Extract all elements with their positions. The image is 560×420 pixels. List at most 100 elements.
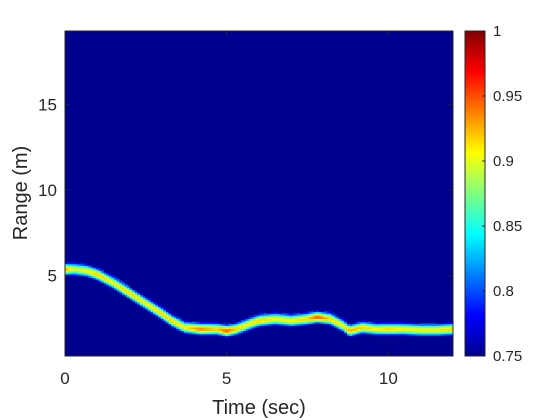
- heatmap-cell: [150, 308, 154, 311]
- heatmap-cell: [398, 321, 402, 325]
- heatmap-cell: [447, 333, 452, 337]
- heatmap-cell: [390, 323, 395, 326]
- heatmap-cell: [388, 326, 392, 330]
- heatmap-cell: [390, 333, 395, 337]
- heatmap-cell: [246, 323, 250, 326]
- heatmap-cell: [447, 328, 452, 331]
- heatmap-cell: [429, 332, 433, 335]
- heatmap-cell: [140, 296, 144, 299]
- heatmap-cell: [264, 313, 268, 316]
- heatmap-cell: [290, 320, 294, 323]
- heatmap-cell: [189, 328, 193, 331]
- heatmap-cell: [189, 332, 193, 335]
- heatmap-cell: [409, 325, 413, 328]
- heatmap-cell: [194, 325, 198, 328]
- heatmap-cell: [186, 330, 190, 333]
- heatmap-cell: [328, 311, 333, 314]
- heatmap-cell: [103, 277, 107, 280]
- heatmap-cell: [114, 279, 118, 282]
- heatmap-cell: [176, 316, 180, 319]
- heatmap-cell: [424, 332, 428, 335]
- heatmap-cell: [178, 328, 182, 331]
- heatmap-cell: [259, 321, 263, 325]
- heatmap-cell: [80, 263, 84, 266]
- heatmap-cell: [414, 333, 418, 337]
- heatmap-cell: [403, 323, 408, 326]
- heatmap-cell: [121, 284, 126, 287]
- heatmap-cell: [409, 330, 413, 333]
- heatmap-cell: [305, 321, 309, 325]
- heatmap-cell: [67, 273, 71, 277]
- heatmap-cell: [442, 326, 446, 330]
- heatmap-cell: [85, 275, 89, 278]
- heatmap-cell: [119, 284, 123, 287]
- heatmap-cell: [176, 320, 180, 323]
- heatmap-cell: [339, 321, 343, 325]
- heatmap-cell: [447, 321, 452, 325]
- heatmap-cell: [362, 328, 366, 331]
- heatmap-cell: [251, 318, 255, 321]
- heatmap-cell: [132, 297, 136, 301]
- heatmap-cell: [111, 279, 115, 282]
- heatmap-cell: [246, 328, 250, 331]
- heatmap-cell: [196, 326, 201, 330]
- heatmap-cell: [442, 325, 446, 328]
- heatmap-cell: [414, 325, 418, 328]
- heatmap-cell: [65, 265, 69, 268]
- heatmap-cell: [375, 326, 379, 330]
- heatmap-cell: [121, 289, 126, 292]
- heatmap-cell: [163, 311, 167, 314]
- heatmap-cell: [419, 330, 423, 333]
- heatmap-cell: [119, 291, 123, 294]
- heatmap-cell: [367, 328, 371, 331]
- heatmap-cell: [248, 320, 252, 323]
- heatmap-cell: [380, 328, 384, 331]
- heatmap-cell: [279, 320, 283, 323]
- heatmap-cell: [359, 325, 364, 328]
- heatmap-cell: [437, 333, 441, 337]
- heatmap-cell: [447, 332, 452, 335]
- heatmap-cell: [121, 294, 126, 297]
- heatmap-cell: [424, 328, 428, 331]
- heatmap-cell: [326, 311, 330, 314]
- heatmap-cell: [183, 330, 188, 333]
- heatmap-cell: [331, 314, 335, 318]
- heatmap-cell: [419, 332, 423, 335]
- heatmap-cell: [362, 323, 366, 326]
- heatmap-cell: [233, 325, 237, 328]
- heatmap-cell: [300, 318, 304, 321]
- heatmap-cell: [357, 325, 361, 328]
- heatmap-cell: [204, 328, 208, 331]
- heatmap-cell: [152, 302, 157, 306]
- heatmap-cell: [326, 313, 330, 316]
- heatmap-cell: [67, 272, 71, 275]
- heatmap-cell: [246, 318, 250, 321]
- heatmap-cell: [165, 309, 170, 313]
- heatmap-cell: [390, 332, 395, 335]
- heatmap-cell: [243, 328, 247, 331]
- heatmap-cell: [220, 321, 224, 325]
- heatmap-cell: [233, 330, 237, 333]
- heatmap-cell: [183, 328, 188, 331]
- heatmap-cell: [302, 321, 307, 325]
- heatmap-cell: [132, 296, 136, 299]
- heatmap-cell: [202, 332, 206, 335]
- heatmap-cell: [108, 284, 113, 287]
- heatmap-cell: [253, 321, 258, 325]
- heatmap-cell: [181, 325, 185, 328]
- heatmap-cell: [163, 309, 167, 313]
- heatmap-cell: [411, 326, 415, 330]
- heatmap-cell: [106, 282, 110, 285]
- heatmap-cell: [271, 320, 276, 323]
- heatmap-cell: [96, 275, 100, 278]
- heatmap-cell: [326, 314, 330, 318]
- heatmap-cell: [354, 330, 358, 333]
- heatmap-cell: [277, 321, 281, 325]
- heatmap-cell: [186, 326, 190, 330]
- heatmap-cell: [396, 321, 400, 325]
- heatmap-cell: [171, 314, 175, 318]
- heatmap-cell: [331, 321, 335, 325]
- heatmap-cell: [215, 332, 219, 335]
- heatmap-cell: [147, 297, 151, 301]
- heatmap-cell: [67, 261, 71, 265]
